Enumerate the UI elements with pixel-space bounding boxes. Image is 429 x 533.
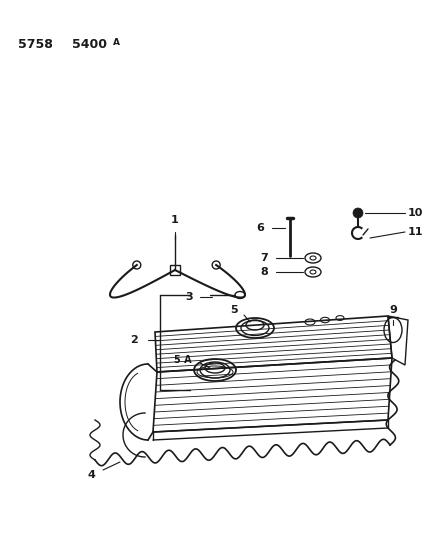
Text: 3: 3	[185, 292, 193, 302]
Text: 6: 6	[256, 223, 264, 233]
Text: 5 A: 5 A	[174, 355, 192, 365]
Text: 7: 7	[260, 253, 268, 263]
Text: 11: 11	[408, 227, 423, 237]
Text: 5400: 5400	[72, 38, 107, 51]
Text: 10: 10	[408, 208, 423, 218]
Text: 5758: 5758	[18, 38, 53, 51]
Text: 5: 5	[230, 305, 238, 315]
Text: 4: 4	[87, 470, 95, 480]
Text: 8: 8	[260, 267, 268, 277]
Text: A: A	[113, 38, 120, 47]
Circle shape	[353, 208, 363, 218]
Text: 2: 2	[130, 335, 138, 345]
Text: 9: 9	[389, 305, 397, 315]
Bar	[170, 265, 180, 275]
Text: 1: 1	[171, 215, 179, 225]
